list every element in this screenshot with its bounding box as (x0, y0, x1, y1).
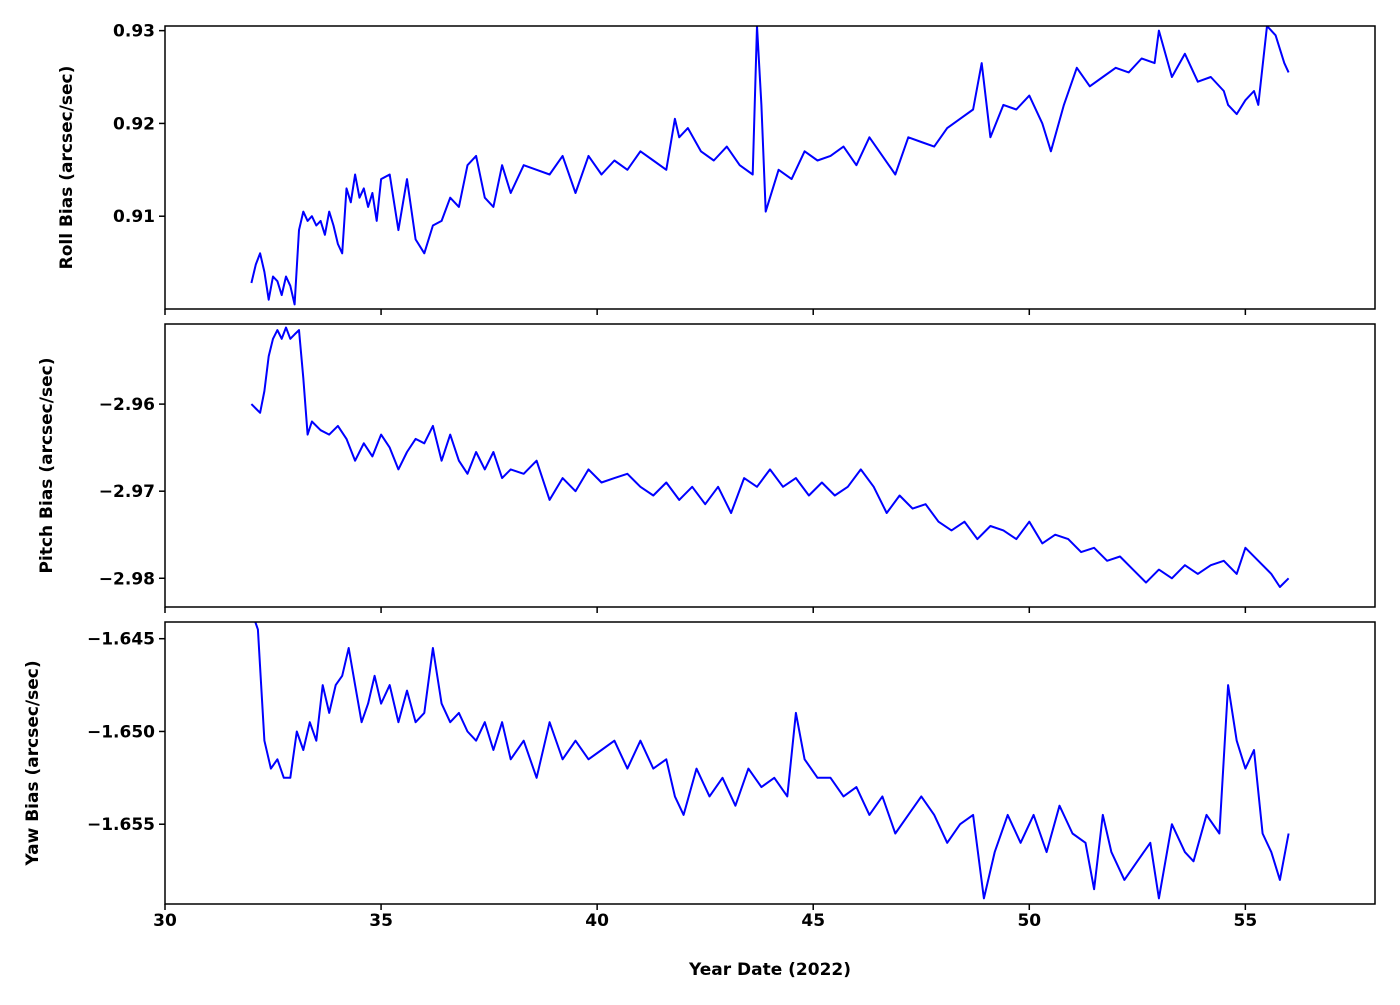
pitch-panel: −2.96 −2.97 −2.98 Pitch Bias (arcsec/sec) (37, 323, 1376, 613)
x-tick-label: 55 (1234, 911, 1258, 931)
roll-y-tick-label: 0.93 (113, 22, 155, 42)
yaw-panel: −1.645 −1.650 −1.655 30 35 40 45 50 55 Yaw Bias (… (23, 621, 1376, 931)
yaw-plot-frame (164, 621, 1376, 905)
pitch-y-tick-label: −2.97 (99, 482, 155, 502)
pitch-y-tick-label: −2.98 (99, 569, 155, 589)
pitch-series-line (250, 326, 1290, 588)
roll-panel: 0.91 0.92 0.93 Roll Bias (arcsec/sec) (57, 22, 1376, 315)
yaw-y-tick-label: −1.645 (87, 630, 155, 650)
roll-series-line (250, 26, 1290, 306)
roll-plot-frame (164, 25, 1376, 310)
x-tick-label: 50 (1017, 911, 1041, 931)
roll-y-tick-label: 0.91 (113, 207, 155, 227)
x-tick-label: 40 (585, 911, 609, 931)
roll-y-axis-label: Roll Bias (arcsec/sec) (57, 66, 77, 270)
x-tick-label: 45 (801, 911, 825, 931)
pitch-plot-frame (164, 323, 1376, 608)
x-tick-label: 30 (153, 911, 177, 931)
roll-y-tick-label: 0.92 (113, 114, 155, 134)
pitch-y-axis-label: Pitch Bias (arcsec/sec) (37, 358, 57, 574)
yaw-series-line (254, 622, 1290, 900)
yaw-y-tick-label: −1.650 (87, 722, 155, 742)
yaw-y-tick-label: −1.655 (87, 815, 155, 835)
yaw-y-axis-label: Yaw Bias (arcsec/sec) (23, 660, 43, 866)
x-axis-label: Year Date (2022) (688, 960, 851, 980)
x-tick-label: 35 (369, 911, 393, 931)
pitch-y-tick-label: −2.96 (99, 395, 155, 415)
